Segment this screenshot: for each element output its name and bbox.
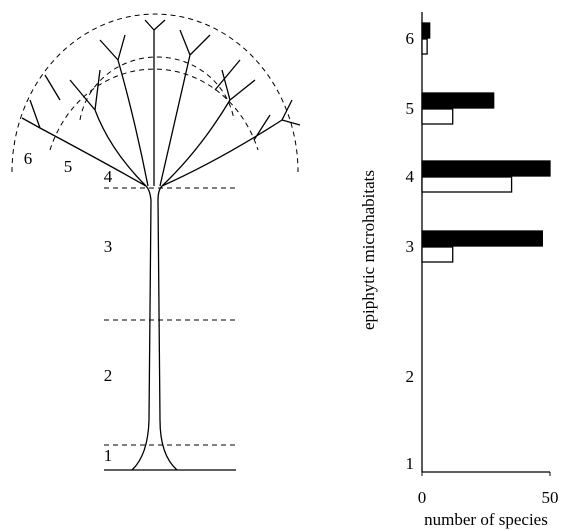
y-tick-label: 5 xyxy=(406,99,415,118)
bar xyxy=(422,93,494,108)
zone-label: 1 xyxy=(104,446,113,465)
bar xyxy=(422,39,427,54)
y-tick-label: 4 xyxy=(406,167,415,186)
y-tick-label: 2 xyxy=(406,367,415,386)
x-tick-label: 50 xyxy=(542,488,559,507)
zone-label: 5 xyxy=(64,157,73,176)
zone-label: 2 xyxy=(104,366,113,385)
zone-6-arc xyxy=(12,14,298,172)
bar xyxy=(422,23,430,38)
y-tick-label: 6 xyxy=(406,29,415,48)
tree-drawing xyxy=(12,14,300,470)
x-axis-label: number of species xyxy=(424,510,548,529)
bar xyxy=(422,109,453,124)
bar xyxy=(422,177,512,192)
bar xyxy=(422,161,550,176)
y-tick-label: 1 xyxy=(406,454,415,473)
zone-label: 6 xyxy=(24,149,33,168)
x-tick-label: 0 xyxy=(418,488,427,507)
bar xyxy=(422,231,542,246)
zone-label: 4 xyxy=(104,167,113,186)
zone-label: 3 xyxy=(104,237,113,256)
figure: epiphytic microhabitats number of specie… xyxy=(0,0,568,531)
y-tick-label: 3 xyxy=(406,237,415,256)
trunk xyxy=(132,186,177,470)
y-axis-label: epiphytic microhabitats xyxy=(359,170,378,330)
zone-5-inner-arc xyxy=(80,57,234,120)
bar xyxy=(422,247,453,262)
